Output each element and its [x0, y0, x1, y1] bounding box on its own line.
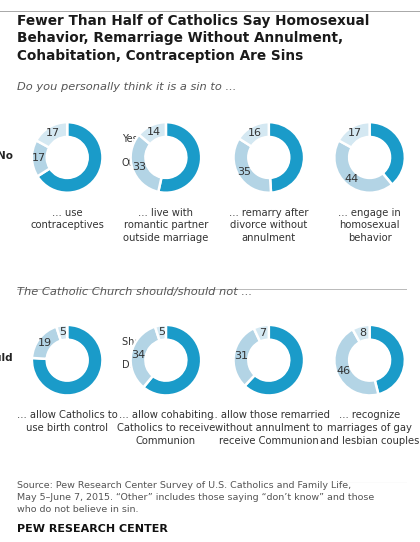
Text: 31: 31 — [234, 351, 248, 361]
Wedge shape — [370, 325, 405, 395]
Circle shape — [47, 137, 88, 178]
Wedge shape — [143, 325, 201, 396]
Text: PEW RESEARCH CENTER: PEW RESEARCH CENTER — [17, 524, 168, 534]
Text: 7: 7 — [259, 327, 266, 338]
Text: Source: Pew Research Center Survey of U.S. Catholics and Family Life,
May 5–June: Source: Pew Research Center Survey of U.… — [17, 481, 374, 514]
Wedge shape — [37, 122, 102, 193]
Text: 62: 62 — [257, 350, 281, 367]
Wedge shape — [239, 122, 269, 146]
Wedge shape — [370, 122, 405, 185]
Circle shape — [349, 137, 390, 178]
Circle shape — [145, 137, 186, 178]
Text: No: No — [0, 151, 13, 160]
Text: 19: 19 — [38, 338, 52, 348]
Text: 66: 66 — [52, 146, 75, 164]
Text: 76: 76 — [52, 349, 75, 366]
Text: 46: 46 — [358, 350, 381, 367]
Text: 49: 49 — [257, 147, 281, 165]
Circle shape — [145, 340, 186, 380]
Text: 8: 8 — [359, 328, 366, 338]
Text: ... use
contraceptives: ... use contraceptives — [30, 208, 104, 230]
Wedge shape — [131, 135, 161, 192]
Text: ... live with
romantic partner
outside marriage: ... live with romantic partner outside m… — [123, 208, 209, 243]
Wedge shape — [254, 325, 269, 341]
Text: ... recognize
marriages of gay
and lesbian couples: ... recognize marriages of gay and lesbi… — [320, 410, 419, 446]
Text: Should: Should — [0, 353, 13, 363]
Wedge shape — [32, 325, 102, 396]
Wedge shape — [353, 325, 370, 342]
Wedge shape — [269, 122, 304, 192]
Text: 46: 46 — [336, 365, 350, 376]
Text: Other: Other — [122, 158, 150, 167]
Wedge shape — [334, 140, 392, 193]
Text: 5: 5 — [59, 327, 66, 337]
Text: ... remarry after
divorce without
annulment: ... remarry after divorce without annulm… — [229, 208, 309, 243]
Wedge shape — [32, 140, 50, 176]
Text: The Catholic Church should/should not ...: The Catholic Church should/should not ..… — [17, 287, 252, 297]
Text: 34: 34 — [131, 350, 145, 360]
Wedge shape — [158, 122, 201, 193]
Wedge shape — [334, 329, 378, 396]
Wedge shape — [234, 139, 271, 193]
Text: Yes: Yes — [122, 134, 138, 144]
Text: 33: 33 — [132, 162, 146, 171]
Wedge shape — [155, 325, 166, 341]
Text: ... allow those remarried
without annulment to
receive Communion: ... allow those remarried without annulm… — [208, 410, 330, 446]
Text: ... allow Catholics to
use birth control: ... allow Catholics to use birth control — [17, 410, 118, 433]
Circle shape — [248, 340, 289, 380]
Text: 44: 44 — [344, 174, 359, 184]
Text: 5: 5 — [158, 327, 165, 337]
Text: ... allow cohabiting
Catholics to receive
Communion: ... allow cohabiting Catholics to receiv… — [117, 410, 215, 446]
Wedge shape — [131, 327, 160, 388]
Wedge shape — [244, 325, 304, 396]
Text: DK: DK — [122, 360, 136, 370]
Text: 17: 17 — [32, 153, 46, 163]
Wedge shape — [339, 122, 370, 147]
Text: 14: 14 — [147, 127, 161, 137]
Circle shape — [349, 340, 390, 380]
Text: 17: 17 — [46, 128, 60, 138]
Text: 35: 35 — [237, 167, 252, 177]
Wedge shape — [234, 328, 260, 386]
Text: 16: 16 — [248, 128, 262, 138]
Wedge shape — [56, 325, 67, 341]
Text: 54: 54 — [154, 147, 178, 165]
Text: %: % — [68, 154, 79, 164]
Text: Do you personally think it is a sin to ...: Do you personally think it is a sin to .… — [17, 82, 236, 92]
Text: 39: 39 — [358, 147, 381, 165]
Text: ... engage in
homosexual
behavior: ... engage in homosexual behavior — [338, 208, 401, 243]
Circle shape — [47, 340, 88, 380]
Text: Fewer Than Half of Catholics Say Homosexual
Behavior, Remarriage Without Annulme: Fewer Than Half of Catholics Say Homosex… — [17, 14, 369, 63]
Wedge shape — [36, 122, 67, 147]
Circle shape — [248, 137, 289, 178]
Wedge shape — [32, 327, 61, 359]
Wedge shape — [139, 122, 166, 144]
Text: %: % — [68, 357, 79, 367]
Text: 17: 17 — [348, 128, 362, 138]
Text: Should not: Should not — [122, 337, 174, 347]
Text: 61: 61 — [155, 350, 177, 367]
